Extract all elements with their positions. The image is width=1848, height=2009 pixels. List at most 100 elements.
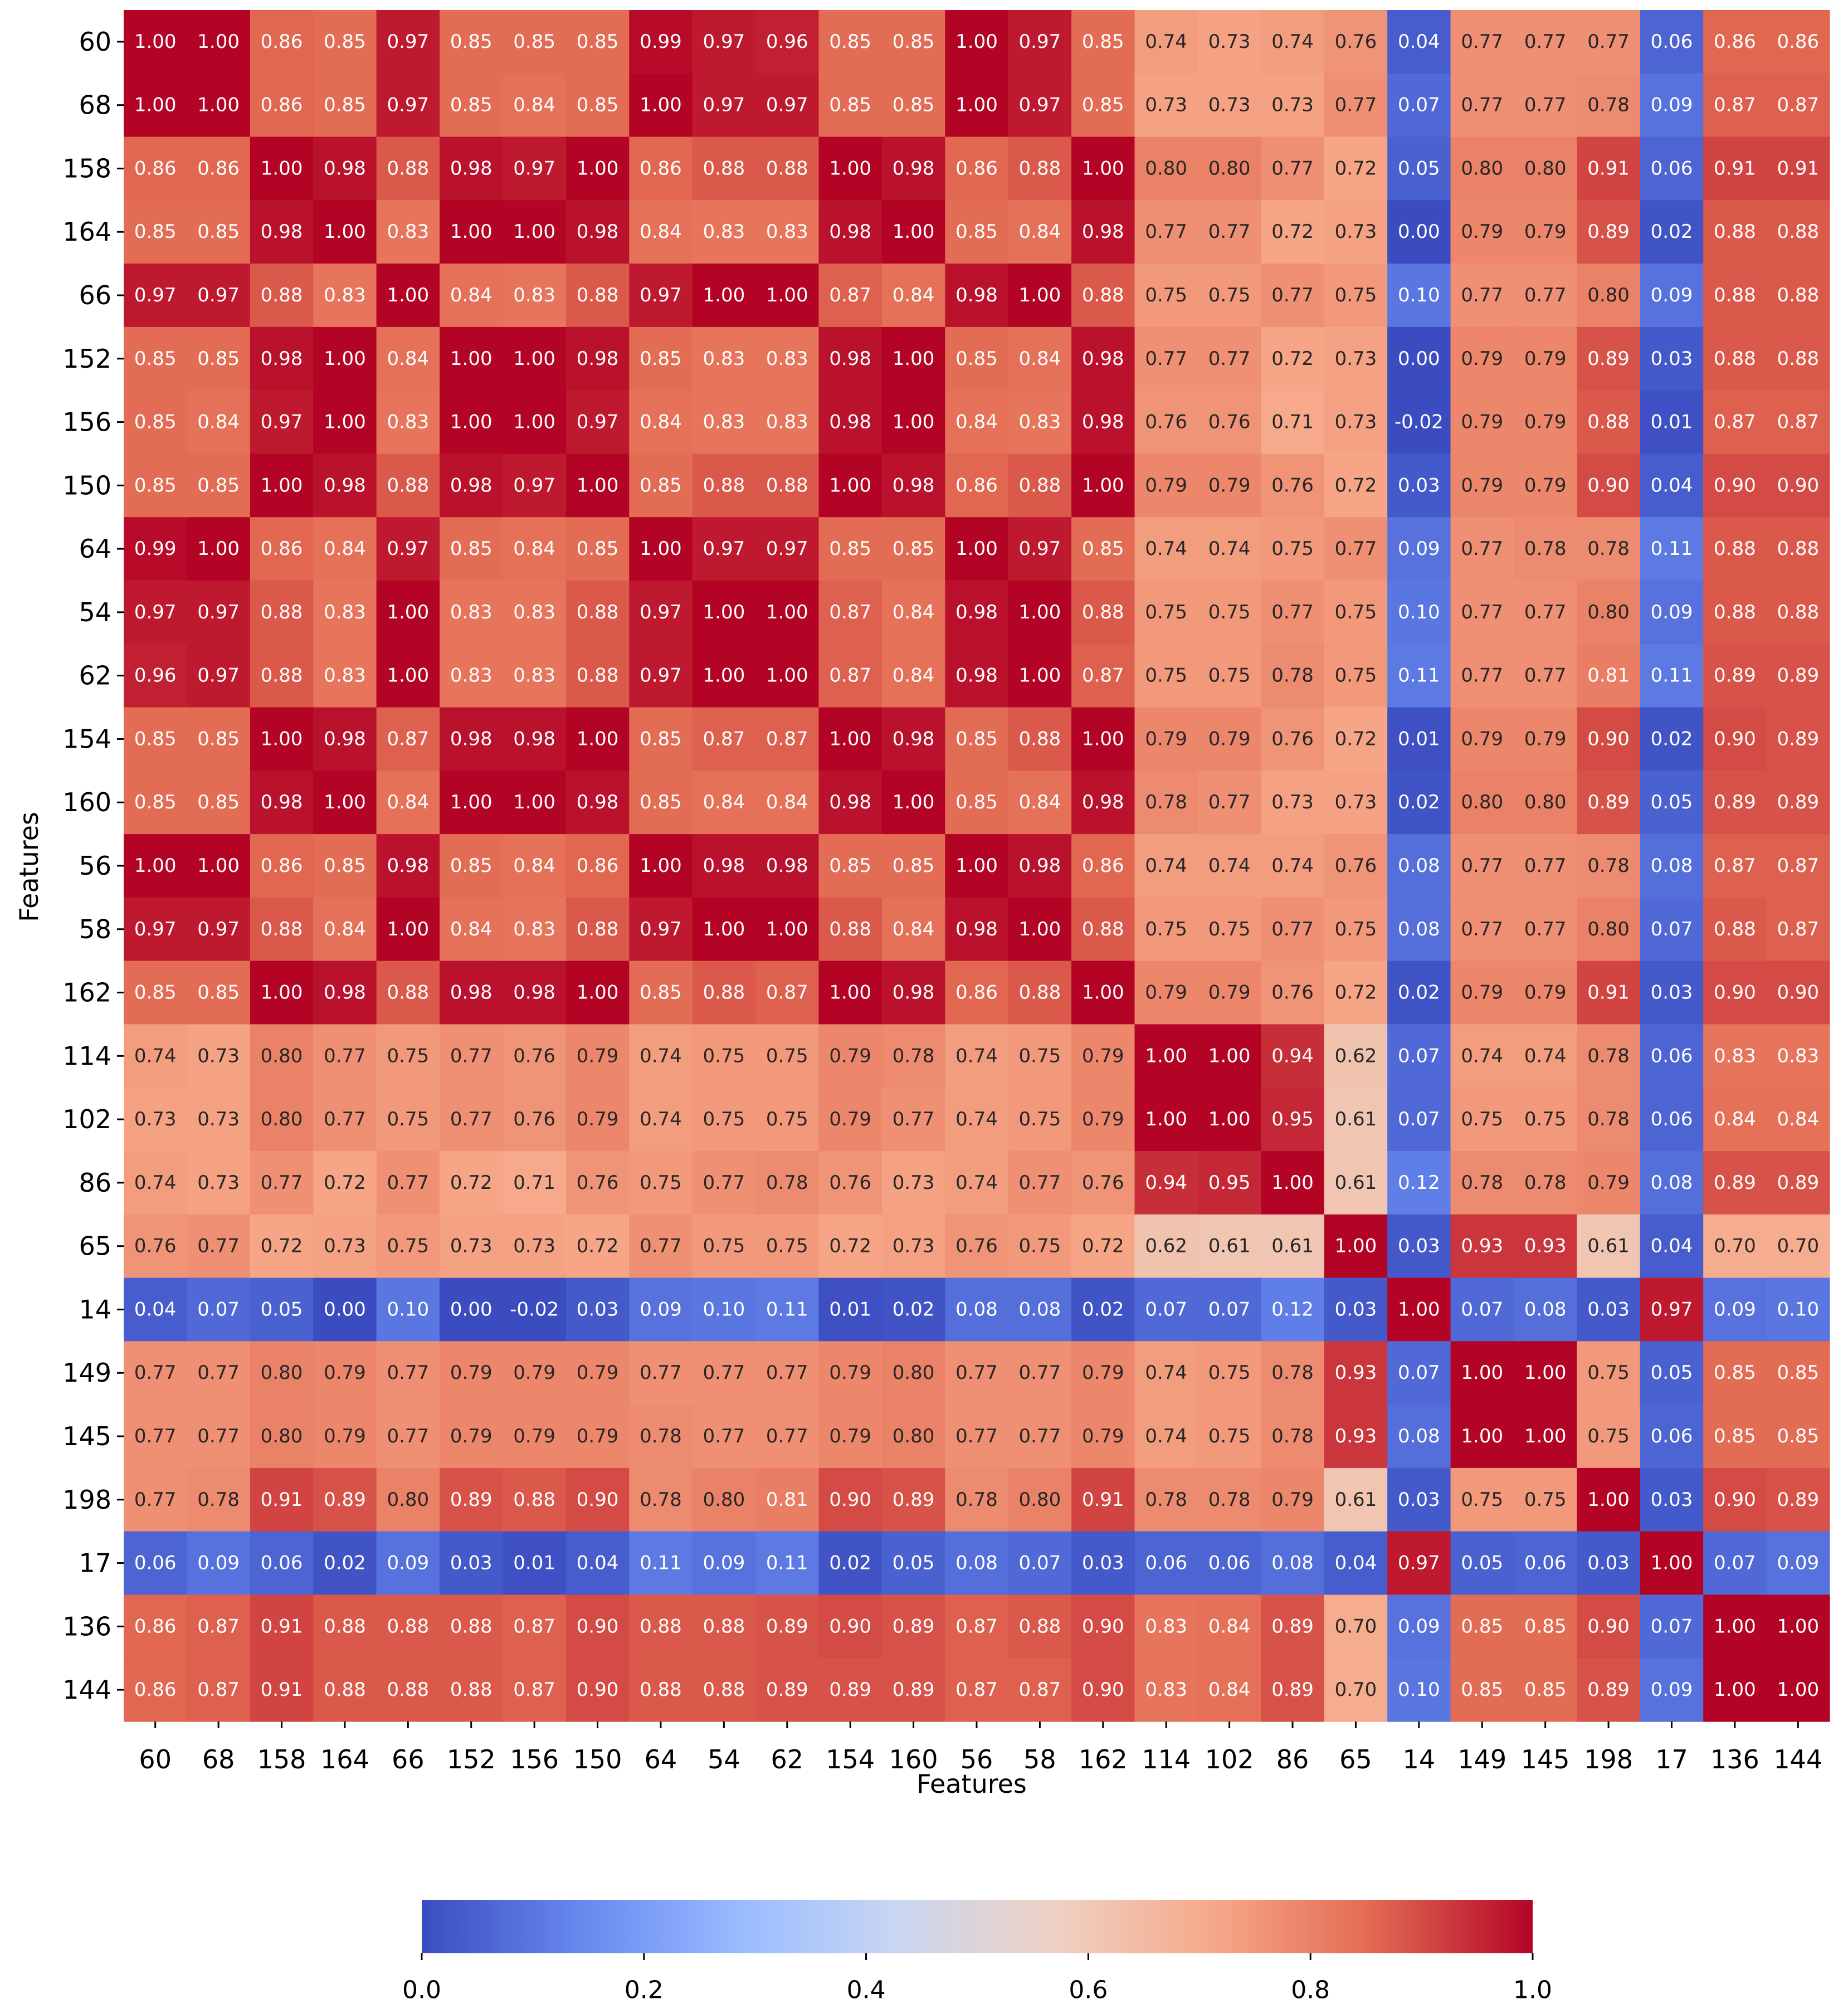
cell-value-label: 0.11 <box>1651 665 1693 687</box>
cell-value-label: 0.88 <box>1714 538 1756 560</box>
heatmap-cell <box>1450 581 1514 645</box>
cell-value-label: 0.10 <box>703 1298 745 1320</box>
heatmap-cell <box>1766 1405 1830 1469</box>
cell-value-label: 0.73 <box>893 1235 935 1257</box>
y-tick-label: 149 <box>62 1358 111 1388</box>
heatmap-cell <box>755 960 820 1025</box>
cell-value-label: 1.00 <box>1082 982 1124 1004</box>
heatmap-cell <box>1513 1151 1577 1215</box>
heatmap-cell <box>376 1594 440 1659</box>
heatmap-cell <box>818 1277 882 1342</box>
cell-value-label: 0.85 <box>640 982 682 1004</box>
heatmap-cell <box>1387 1594 1451 1659</box>
cell-value-label: 0.88 <box>1019 728 1061 750</box>
cell-value-label: 0.78 <box>1145 1489 1187 1511</box>
cell-value-label: 0.77 <box>1019 1362 1061 1384</box>
cell-value-label: 0.85 <box>450 538 493 560</box>
heatmap-cell <box>376 10 440 74</box>
cell-value-label: 1.00 <box>703 601 745 623</box>
cell-value-label: 0.75 <box>1208 1362 1251 1384</box>
cell-value-label: 0.79 <box>1208 728 1251 750</box>
heatmap-cell <box>629 1277 693 1342</box>
heatmap-cell <box>503 454 567 518</box>
cell-value-label: 0.85 <box>513 31 555 53</box>
cell-value-label: 0.77 <box>1335 538 1377 560</box>
heatmap-cell <box>1071 643 1135 708</box>
heatmap-cell <box>1513 771 1577 835</box>
cell-value-label: 0.89 <box>893 1679 935 1701</box>
heatmap-cell <box>1450 1658 1514 1722</box>
heatmap-cell <box>1008 136 1072 201</box>
cell-value-label: 0.77 <box>450 1108 493 1130</box>
colorbar: 0.0 0.2 0.4 0.6 0.8 1.0 <box>402 1900 1552 2005</box>
cell-value-label: 0.08 <box>1524 1298 1567 1320</box>
cell-value-label: 0.88 <box>387 474 429 496</box>
heatmap-cell <box>818 1405 882 1469</box>
cell-value-label: 0.97 <box>387 94 429 116</box>
cell-value-label: 0.79 <box>1208 474 1251 496</box>
cell-value-label: 0.84 <box>640 411 682 433</box>
heatmap-cell <box>376 264 440 328</box>
heatmap-cell <box>503 1594 567 1659</box>
cell-value-label: 0.85 <box>134 221 177 243</box>
cell-value-label: 0.85 <box>577 94 619 116</box>
heatmap-cell <box>503 960 567 1025</box>
heatmap-cell <box>881 1214 945 1279</box>
cell-value-label: 1.00 <box>324 791 366 813</box>
cell-value-label: 0.91 <box>1777 157 1819 179</box>
cell-value-label: 0.85 <box>134 411 177 433</box>
cell-value-label: 0.73 <box>450 1235 493 1257</box>
heatmap-cell <box>1008 1467 1072 1532</box>
cell-value-label: 0.87 <box>829 601 871 623</box>
heatmap-cell <box>629 1024 693 1088</box>
cell-value-label: 0.99 <box>134 538 177 560</box>
cell-value-label: 0.83 <box>513 601 555 623</box>
heatmap-cell <box>1261 1531 1325 1596</box>
cell-value-label: 0.87 <box>1019 1679 1061 1701</box>
heatmap-cell <box>1640 1277 1704 1342</box>
heatmap-cell <box>692 1277 756 1342</box>
cell-value-label: 0.90 <box>1714 982 1756 1004</box>
cell-value-label: 1.00 <box>134 31 177 53</box>
heatmap-cell <box>313 834 377 898</box>
cell-value-label: 0.01 <box>829 1298 871 1320</box>
heatmap-cell <box>1577 517 1641 581</box>
heatmap-cell <box>692 1658 756 1722</box>
heatmap-cell <box>313 581 377 645</box>
heatmap-cell <box>1197 771 1261 835</box>
cell-value-label: 0.71 <box>1271 411 1314 433</box>
heatmap-cell <box>313 643 377 708</box>
heatmap-cell <box>1387 136 1451 201</box>
cell-value-label: 0.74 <box>1524 1045 1567 1067</box>
heatmap-cell <box>187 960 251 1025</box>
cell-value-label: 0.78 <box>1587 538 1630 560</box>
cell-value-label: 0.09 <box>1651 284 1693 306</box>
heatmap-cell <box>1640 707 1704 771</box>
cell-value-label: 0.83 <box>387 411 429 433</box>
heatmap-cell <box>1387 1088 1451 1152</box>
cell-value-label: 0.09 <box>703 1552 745 1574</box>
heatmap-cell <box>692 200 756 264</box>
heatmap-cell <box>692 136 756 201</box>
cell-value-label: 0.77 <box>640 1235 682 1257</box>
cell-value-label: 0.09 <box>1777 1552 1819 1574</box>
cell-value-label: 0.97 <box>1019 94 1061 116</box>
heatmap-cell <box>187 136 251 201</box>
cell-value-label: 1.00 <box>513 348 555 370</box>
heatmap-cell <box>1008 326 1072 391</box>
heatmap-cell <box>818 897 882 962</box>
cell-value-label: 0.79 <box>577 1425 619 1447</box>
cell-value-label: 0.89 <box>450 1489 493 1511</box>
cell-value-label: 0.98 <box>955 918 998 940</box>
y-tick-label: 198 <box>62 1485 111 1515</box>
heatmap-cell <box>440 1214 504 1279</box>
cell-value-label: 0.87 <box>513 1679 555 1701</box>
cell-value-label: 0.77 <box>703 1362 745 1384</box>
heatmap-cell <box>1071 517 1135 581</box>
heatmap-cell <box>440 73 504 138</box>
heatmap-cell <box>1577 960 1641 1025</box>
heatmap-cell <box>250 960 314 1025</box>
cell-value-label: 0.77 <box>1461 538 1503 560</box>
cell-value-label: 0.79 <box>324 1425 366 1447</box>
heatmap-cell <box>124 581 188 645</box>
